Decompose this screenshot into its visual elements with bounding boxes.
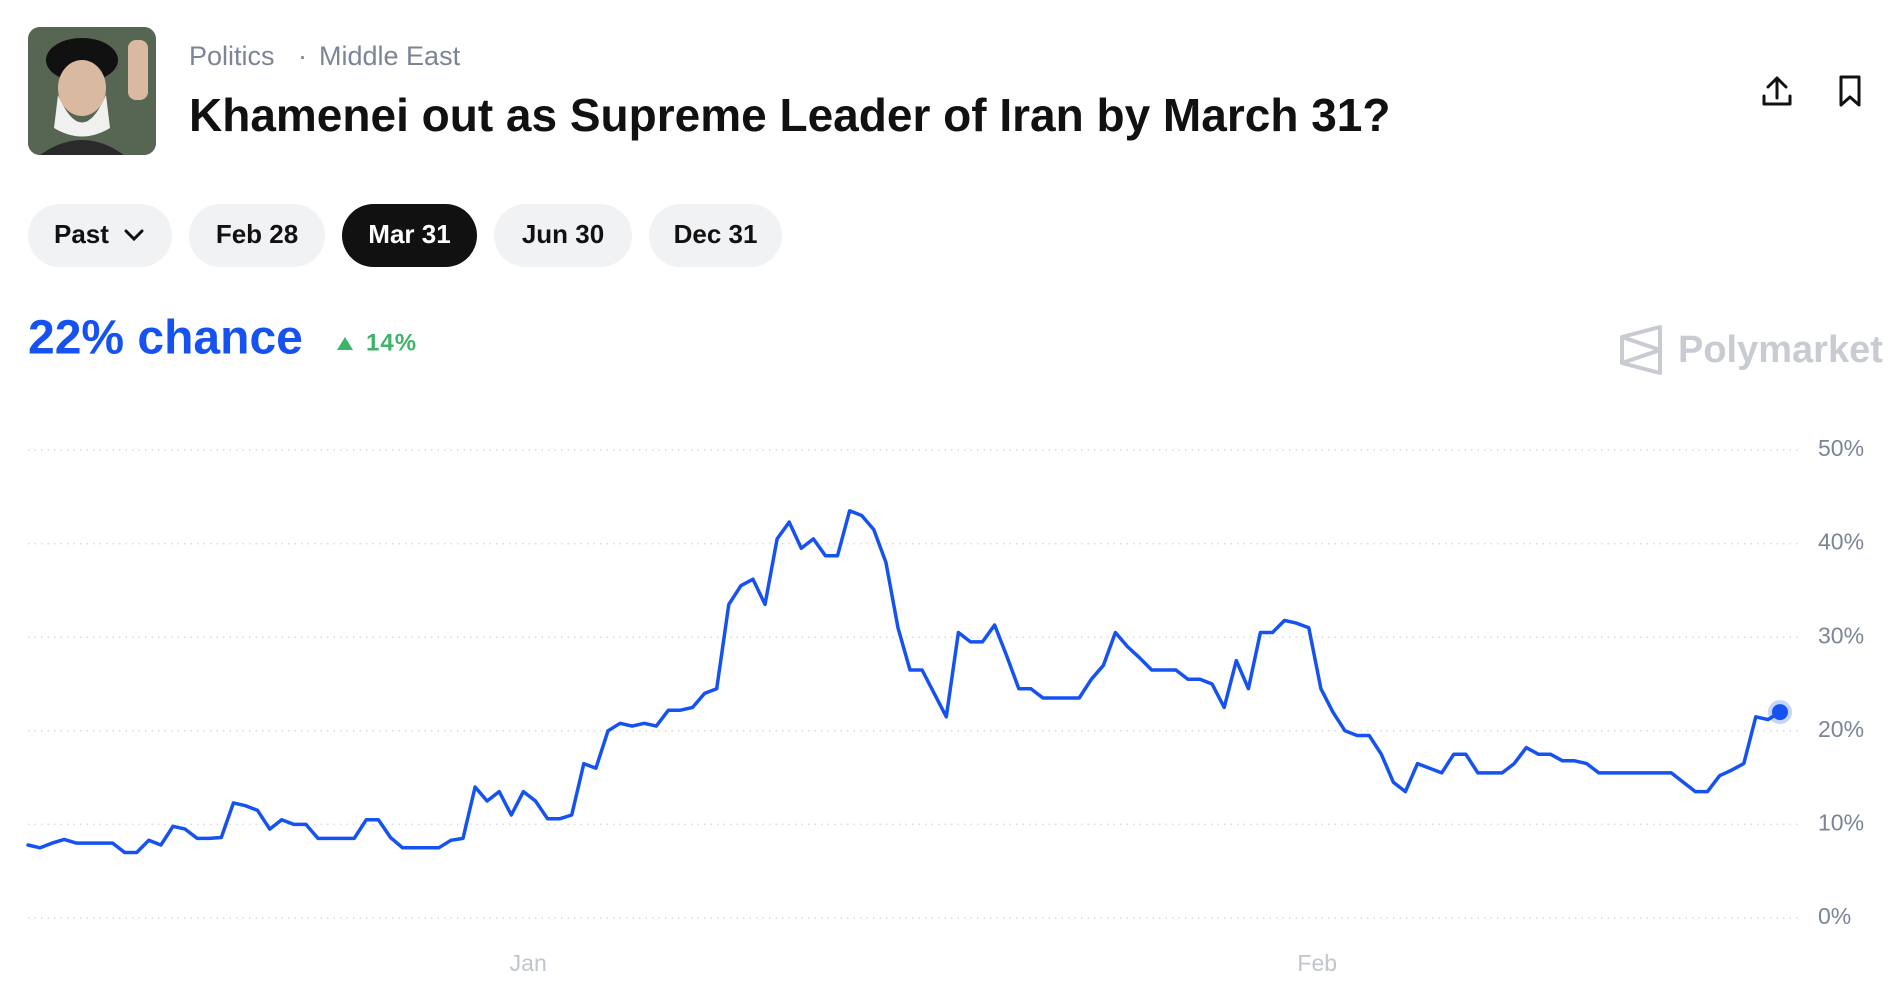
y-tick-label: 30% [1818, 622, 1864, 648]
filter-pill[interactable] [189, 204, 325, 267]
filter-label[interactable]: Past [54, 219, 109, 249]
up-arrow [337, 337, 353, 350]
y-tick-label: 20% [1818, 716, 1864, 742]
avatar [28, 27, 156, 155]
breadcrumb[interactable]: Middle East [319, 41, 461, 71]
breadcrumb[interactable]: Politics [189, 41, 275, 71]
y-tick-label: 50% [1818, 435, 1864, 461]
market-title: Khamenei out as Supreme Leader of Iran b… [189, 89, 1390, 141]
y-tick-label: 0% [1818, 903, 1851, 929]
y-tick-label: 40% [1818, 529, 1864, 555]
filter-pill[interactable] [649, 204, 782, 267]
end-dot [1772, 704, 1788, 721]
filter-pill[interactable] [28, 204, 172, 267]
brand-logo [1620, 325, 1662, 375]
filter-label[interactable]: Mar 31 [368, 219, 450, 249]
x-tick-label: Feb [1297, 950, 1337, 976]
breadcrumb-dot: · [298, 41, 307, 71]
filter-label[interactable]: Jun 30 [522, 219, 604, 249]
share-icon[interactable] [1762, 76, 1792, 106]
x-tick-label: Jan [510, 950, 547, 976]
chance: 22% chance [28, 312, 303, 365]
price-line [26, 509, 1782, 855]
change: 14% [366, 329, 417, 356]
filter-label[interactable]: Feb 28 [216, 219, 298, 249]
chart: 0% 10% 20% 30% 40% 50% Jan Feb [26, 435, 1864, 976]
bookmark-icon[interactable] [1839, 75, 1861, 107]
filter-label[interactable]: Dec 31 [674, 219, 758, 249]
brand: Polymarket [1678, 329, 1883, 371]
filter-pill[interactable] [342, 204, 477, 267]
dropdown-chevron[interactable] [124, 229, 144, 242]
y-tick-label: 10% [1818, 809, 1864, 835]
filter-pill[interactable] [494, 204, 632, 267]
filter-pills: Past Feb 28 Mar 31 Jun 30 Dec 31 [28, 204, 782, 267]
